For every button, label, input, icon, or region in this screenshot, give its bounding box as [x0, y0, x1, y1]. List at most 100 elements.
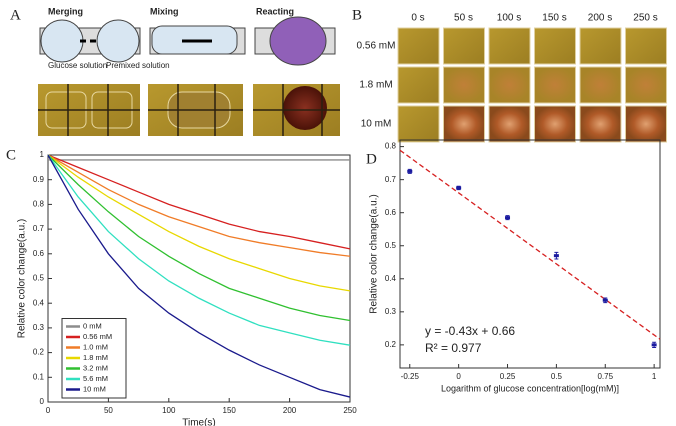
time-label: 250 s — [633, 13, 657, 24]
y-tick-label: 1 — [40, 150, 45, 159]
series-line — [47, 154, 351, 398]
panel-b: B 0 s 50 s 100 s 150 s 200 s 250 s 0.56 mM 1.8 … — [352, 7, 667, 143]
y-tick-label: 0.7 — [385, 175, 397, 184]
y-axis-label: Relative color change(a.u.) — [369, 194, 380, 314]
legend-label: 3.2 mM — [83, 363, 108, 372]
legend-label: 1.8 mM — [83, 353, 108, 362]
photos — [38, 84, 340, 136]
photo — [488, 27, 531, 65]
legend-label: 0 mM — [83, 321, 102, 330]
photo — [488, 66, 531, 104]
panel-a: A Merging Mixing Reacting Glucose soluti… — [10, 6, 340, 136]
conc-label: 0.56 mM — [357, 41, 396, 52]
series-line — [47, 154, 351, 346]
photo — [625, 66, 667, 104]
time-label: 0 s — [411, 13, 424, 24]
y-tick-label: 0.6 — [385, 208, 397, 217]
photo — [397, 27, 440, 65]
x-tick-label: 50 — [104, 406, 113, 415]
x-axis-label: Logarithm of glucose concentration[log(m… — [441, 383, 619, 393]
plot-frame — [399, 139, 661, 369]
x-tick-label: 0 — [456, 372, 461, 381]
y-tick-label: 0.1 — [33, 372, 45, 381]
x-tick-label: 150 — [223, 406, 237, 415]
label: Glucose solution — [48, 61, 107, 70]
y-tick-label: 0.2 — [385, 340, 397, 349]
droplet — [40, 19, 84, 63]
time-label: 150 s — [542, 13, 566, 24]
time-label: 200 s — [588, 13, 612, 24]
x-tick-label: 100 — [162, 406, 176, 415]
point — [651, 343, 657, 347]
point — [407, 169, 413, 173]
legend-label: 10 mM — [83, 384, 106, 393]
y-tick-label: 0.8 — [33, 200, 45, 209]
photo — [534, 27, 576, 65]
step-label: Mixing — [150, 6, 179, 16]
series-line — [47, 154, 351, 322]
photo — [625, 27, 667, 65]
droplet — [269, 16, 327, 66]
photo — [579, 105, 622, 143]
photo — [397, 105, 440, 143]
panel-label: A — [10, 7, 21, 23]
x-tick-label: -0.25 — [401, 372, 420, 381]
point — [553, 254, 559, 258]
y-tick-label: 0.7 — [33, 224, 45, 233]
photo — [488, 105, 531, 143]
series-line — [47, 154, 351, 257]
y-tick-label: 0.3 — [385, 307, 397, 316]
photo — [579, 27, 622, 65]
photo — [443, 27, 485, 65]
photo — [534, 105, 576, 143]
legend-label: 1.0 mM — [83, 342, 108, 351]
y-tick-label: 0.5 — [33, 274, 45, 283]
point — [505, 216, 511, 220]
x-tick-label: 0 — [46, 406, 51, 415]
y-axis-label: Relative color change(a.u.) — [17, 219, 28, 339]
point — [602, 298, 608, 302]
x-tick-label: 0.75 — [597, 372, 613, 381]
x-tick-label: 0.25 — [500, 372, 516, 381]
x-axis-label: Time(s) — [182, 418, 216, 426]
photo — [534, 66, 576, 104]
y-tick-label: 0.4 — [33, 298, 45, 307]
annotation: R² = 0.977 — [425, 341, 482, 355]
label: Premixed solution — [106, 61, 170, 70]
y-tick-label: 0.5 — [385, 241, 397, 250]
photo — [397, 66, 440, 104]
y-tick-label: 0.9 — [33, 175, 45, 184]
panel-label: C — [6, 147, 16, 163]
x-tick-label: 1 — [652, 372, 657, 381]
legend-label: 0.56 mM — [83, 332, 112, 341]
y-tick-label: 0.2 — [33, 348, 45, 357]
fit-line — [399, 149, 661, 340]
point — [456, 186, 462, 190]
y-tick-label: 0.3 — [33, 323, 45, 332]
conc-label: 10 mM — [361, 119, 392, 130]
time-label: 100 s — [497, 13, 521, 24]
photo — [443, 105, 485, 143]
y-tick-label: 0.8 — [385, 142, 397, 151]
y-tick-label: 0.6 — [33, 249, 45, 258]
panel-d: D -0.25 0 0.25 0.5 0.75 1 0.2 0.3 0.4 0.5 0.6 0.7 0.… — [366, 139, 661, 393]
annotation: y = -0.43x + 0.66 — [425, 324, 515, 338]
series-line — [47, 154, 351, 250]
photo — [443, 66, 485, 104]
time-label: 50 s — [454, 13, 473, 24]
photo — [625, 105, 667, 143]
photo — [579, 66, 622, 104]
y-tick-label: 0.4 — [385, 274, 397, 283]
panel-c: C 0 50 100 150 200 250 0 0.1 0.2 0.3 0.4 0.5 0.6 0.7 0… — [6, 147, 357, 426]
x-tick-label: 250 — [343, 406, 357, 415]
x-tick-label: 0.5 — [551, 372, 563, 381]
series-line — [47, 154, 351, 292]
panel-label: B — [352, 7, 362, 23]
conc-label: 1.8 mM — [359, 80, 392, 91]
step-label: Merging — [48, 6, 83, 16]
droplet — [96, 19, 140, 63]
y-tick-label: 0 — [40, 397, 45, 406]
legend-label: 5.6 mM — [83, 374, 108, 383]
panel-label: D — [366, 151, 377, 167]
